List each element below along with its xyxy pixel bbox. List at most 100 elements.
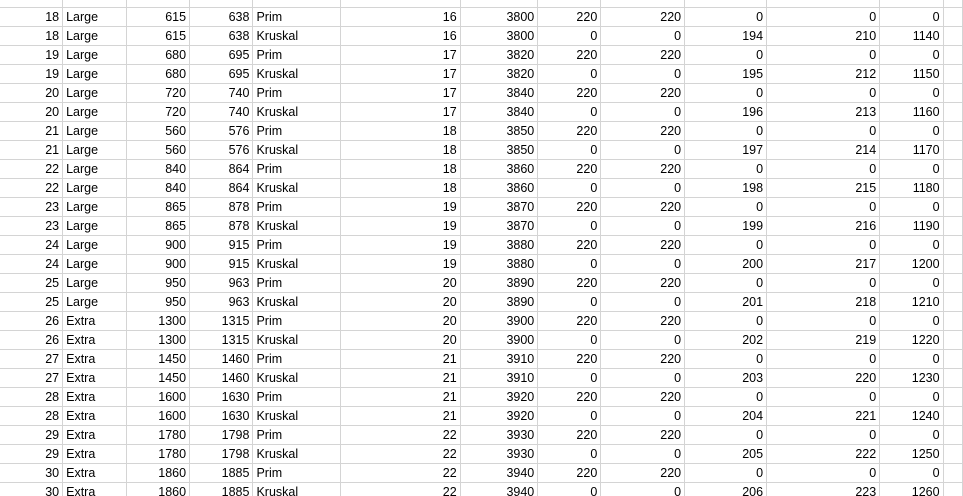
cell[interactable]: 1780 [126, 444, 191, 464]
cell[interactable]: 18 [340, 159, 461, 179]
cell[interactable]: Extra [62, 406, 127, 426]
cell[interactable] [943, 83, 963, 103]
cell[interactable]: Extra [62, 349, 127, 369]
cell[interactable]: 198 [684, 178, 768, 198]
cell[interactable]: 0 [684, 235, 768, 255]
cell[interactable]: 3920 [460, 406, 539, 426]
cell[interactable]: 0 [684, 463, 768, 483]
cell[interactable]: 695 [189, 45, 254, 65]
cell[interactable]: 1860 [126, 463, 191, 483]
cell[interactable]: 18 [340, 121, 461, 141]
cell[interactable]: 17 [340, 64, 461, 84]
cell[interactable]: 1460 [189, 349, 254, 369]
cell[interactable]: 0 [537, 254, 602, 274]
cell[interactable]: 0 [879, 273, 944, 293]
cell[interactable]: 24 [0, 254, 64, 274]
cell[interactable]: 0 [766, 197, 881, 217]
cell[interactable]: 900 [126, 235, 191, 255]
cell[interactable] [684, 0, 768, 8]
cell[interactable]: 963 [189, 292, 254, 312]
cell[interactable]: 3920 [460, 387, 539, 407]
cell[interactable]: Kruskal [252, 26, 342, 46]
cell[interactable]: 222 [766, 444, 881, 464]
cell[interactable]: 220 [600, 273, 686, 293]
cell[interactable]: 0 [600, 102, 686, 122]
cell[interactable]: 220 [537, 311, 602, 331]
cell[interactable]: 29 [0, 444, 64, 464]
cell[interactable]: Prim [252, 463, 342, 483]
cell[interactable]: 205 [684, 444, 768, 464]
cell[interactable]: 20 [340, 292, 461, 312]
cell[interactable]: 0 [537, 292, 602, 312]
cell[interactable]: 18 [340, 140, 461, 160]
cell[interactable]: 0 [684, 311, 768, 331]
cell[interactable]: Kruskal [252, 368, 342, 388]
cell[interactable]: 0 [600, 64, 686, 84]
cell[interactable]: 0 [537, 140, 602, 160]
cell[interactable]: Large [62, 254, 127, 274]
cell[interactable]: 576 [189, 140, 254, 160]
cell[interactable]: 0 [766, 311, 881, 331]
cell[interactable]: 17 [340, 102, 461, 122]
cell[interactable]: Prim [252, 387, 342, 407]
cell[interactable] [943, 425, 963, 445]
cell[interactable]: 0 [684, 197, 768, 217]
cell[interactable]: Large [62, 7, 127, 27]
cell[interactable]: Large [62, 26, 127, 46]
cell[interactable]: Kruskal [252, 216, 342, 236]
cell[interactable]: 865 [126, 197, 191, 217]
cell[interactable] [879, 0, 944, 8]
cell[interactable]: 20 [340, 311, 461, 331]
cell[interactable]: 1780 [126, 425, 191, 445]
cell[interactable]: 900 [126, 254, 191, 274]
cell[interactable]: 0 [537, 444, 602, 464]
cell[interactable] [943, 140, 963, 160]
cell[interactable]: 0 [684, 121, 768, 141]
cell[interactable]: 219 [766, 330, 881, 350]
cell[interactable]: 0 [684, 7, 768, 27]
cell[interactable] [943, 482, 963, 496]
cell[interactable]: Large [62, 273, 127, 293]
cell[interactable] [766, 0, 881, 8]
cell[interactable]: 220 [537, 273, 602, 293]
cell[interactable]: 0 [684, 273, 768, 293]
cell[interactable]: 19 [340, 216, 461, 236]
cell[interactable]: 197 [684, 140, 768, 160]
cell[interactable]: 18 [0, 26, 64, 46]
cell[interactable]: 220 [600, 387, 686, 407]
cell[interactable]: 0 [766, 387, 881, 407]
cell[interactable] [943, 368, 963, 388]
cell[interactable]: Prim [252, 235, 342, 255]
cell[interactable] [943, 406, 963, 426]
cell[interactable]: Kruskal [252, 178, 342, 198]
cell[interactable]: Prim [252, 7, 342, 27]
cell[interactable]: 0 [766, 45, 881, 65]
cell[interactable]: Large [62, 197, 127, 217]
cell[interactable]: 202 [684, 330, 768, 350]
cell[interactable]: 220 [600, 463, 686, 483]
cell[interactable]: 0 [879, 387, 944, 407]
cell[interactable]: 878 [189, 197, 254, 217]
cell[interactable]: 1885 [189, 482, 254, 496]
cell[interactable]: Prim [252, 197, 342, 217]
cell[interactable]: 20 [0, 83, 64, 103]
cell[interactable]: 680 [126, 45, 191, 65]
cell[interactable]: 1798 [189, 444, 254, 464]
cell[interactable]: 220 [537, 349, 602, 369]
cell[interactable]: 3890 [460, 273, 539, 293]
cell[interactable]: Large [62, 216, 127, 236]
cell[interactable]: 0 [766, 121, 881, 141]
cell[interactable]: 950 [126, 292, 191, 312]
cell[interactable]: Large [62, 121, 127, 141]
cell[interactable]: 20 [340, 330, 461, 350]
cell[interactable]: 3860 [460, 178, 539, 198]
cell[interactable]: 216 [766, 216, 881, 236]
cell[interactable]: 560 [126, 121, 191, 141]
cell[interactable]: 19 [0, 64, 64, 84]
cell[interactable]: 0 [879, 45, 944, 65]
cell[interactable]: 0 [600, 368, 686, 388]
cell[interactable] [189, 0, 254, 8]
cell[interactable]: 27 [0, 368, 64, 388]
cell[interactable]: 3900 [460, 330, 539, 350]
cell[interactable]: 864 [189, 159, 254, 179]
